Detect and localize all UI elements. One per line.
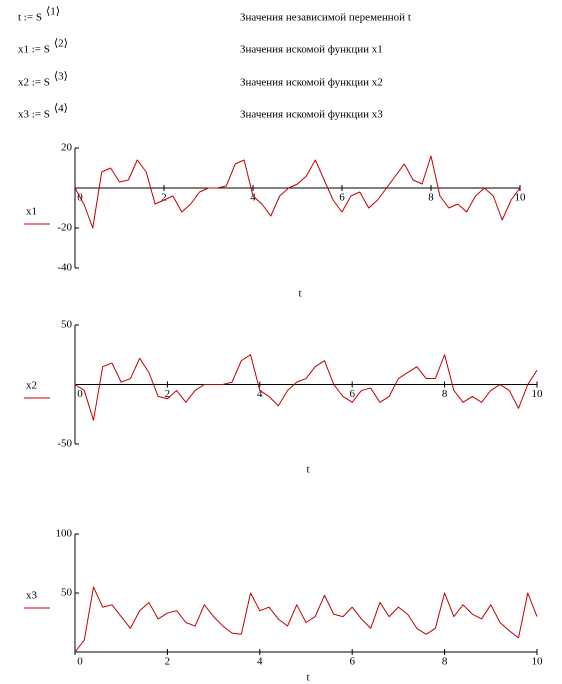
x-tick-label: 10 — [515, 192, 527, 204]
x-tick-label: 6 — [349, 388, 355, 400]
x-axis-label: t — [306, 464, 309, 476]
x-tick-label: 8 — [442, 656, 448, 668]
definition-index: ⟨1⟩ — [46, 6, 60, 18]
y-tick-label: 20 — [61, 142, 73, 154]
legend-label: x2 — [26, 380, 37, 392]
x-axis-label: t — [298, 288, 301, 300]
x-tick-label: 4 — [257, 656, 263, 668]
x-tick-label: 2 — [161, 192, 167, 204]
definition-lhs: x3 := S — [18, 109, 50, 121]
x-tick-label: 10 — [532, 656, 544, 668]
x-tick-label: 4 — [257, 388, 263, 400]
definition-note: Значения искомой функции x2 — [240, 77, 383, 89]
definition-lhs: x2 := S — [18, 77, 50, 89]
series-line — [74, 354, 538, 421]
definition-lhs: t := S — [18, 12, 42, 24]
x-tick-label: 6 — [349, 656, 355, 668]
y-tick-label: -40 — [57, 262, 72, 274]
x-tick-label: 2 — [165, 388, 171, 400]
x-tick-label: 0 — [77, 388, 83, 400]
x-tick-label: 10 — [532, 388, 544, 400]
definition-note: Значения независимой переменной t — [240, 12, 411, 24]
x-tick-label: 8 — [442, 388, 448, 400]
legend-label: x3 — [26, 590, 38, 602]
y-tick-label: -20 — [57, 222, 72, 234]
definition-index: ⟨2⟩ — [54, 38, 68, 50]
definition-index: ⟨4⟩ — [54, 103, 68, 115]
definition-index: ⟨3⟩ — [54, 71, 68, 83]
x-axis-label: t — [306, 672, 309, 684]
y-tick-label: 50 — [61, 319, 73, 331]
y-tick-label: 50 — [61, 587, 73, 599]
x-tick-label: 8 — [428, 192, 434, 204]
x-tick-label: 0 — [77, 656, 83, 668]
definition-lhs: x1 := S — [18, 44, 50, 56]
definition-note: Значения искомой функции x3 — [240, 109, 383, 121]
y-tick-label: -50 — [57, 438, 72, 450]
series-line — [74, 155, 521, 229]
x-tick-label: 6 — [339, 192, 345, 204]
y-tick-label: 100 — [56, 528, 73, 540]
definition-note: Значения искомой функции x1 — [240, 44, 383, 56]
legend-label: x1 — [26, 206, 37, 218]
x-tick-label: 4 — [250, 192, 256, 204]
series-line — [74, 586, 538, 653]
x-tick-label: 2 — [165, 656, 171, 668]
